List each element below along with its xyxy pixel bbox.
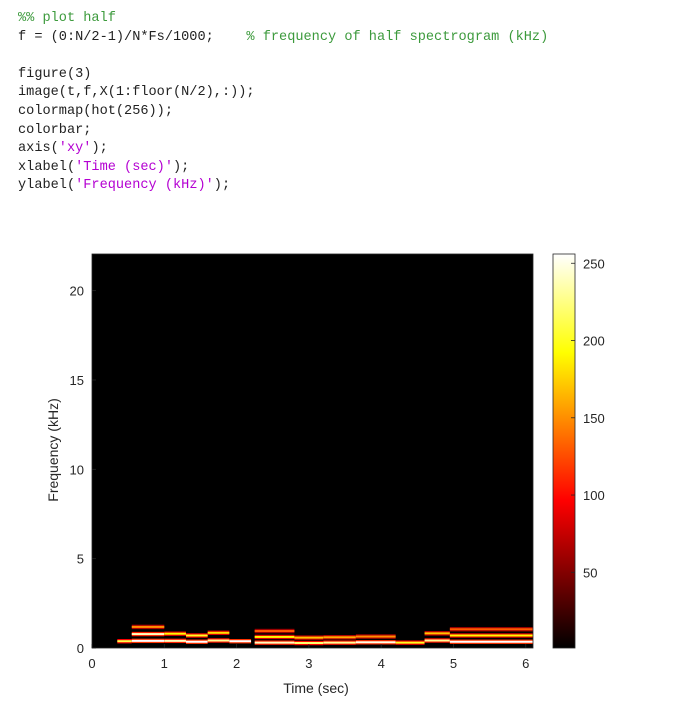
plot-frame <box>91 253 534 649</box>
spectrogram-band <box>294 641 324 644</box>
x-tick-label: 2 <box>233 656 240 671</box>
spectrogram-band <box>424 639 450 642</box>
y-tick-label: 5 <box>77 552 84 567</box>
x-tick-label: 5 <box>450 656 457 671</box>
code-token: 'Frequency (kHz)' <box>75 178 214 194</box>
code-block: %% plot half f = (0:N/2-1)/N*Fs/1000; % f… <box>18 10 548 196</box>
code-line: image(t,f,X(1:floor(N/2),:)); <box>18 84 548 103</box>
code-line: f = (0:N/2-1)/N*Fs/1000; % frequency of … <box>18 29 548 48</box>
x-axis: 0 1 2 3 4 5 6 <box>88 644 529 671</box>
code-line: xlabel('Time (sec)'); <box>18 159 548 178</box>
spectrogram-band <box>449 628 533 631</box>
code-token: axis( <box>18 141 59 157</box>
code-token: ); <box>173 159 190 175</box>
code-line: colorbar; <box>18 122 548 141</box>
y-axis-label: Frequency (kHz) <box>45 398 61 501</box>
colorbar-tick-label: 50 <box>583 565 597 580</box>
code-token: ); <box>91 141 108 157</box>
spectrogram-band <box>254 641 295 644</box>
spectrogram-band <box>131 625 165 628</box>
spectrogram-band <box>254 635 295 638</box>
spectrogram-band <box>294 636 324 639</box>
code-token: % frequency of half spectrogram (kHz) <box>246 29 549 45</box>
spectrogram-band <box>424 632 450 635</box>
x-tick-label: 3 <box>305 656 312 671</box>
colorbar-tick-label: 200 <box>583 334 605 349</box>
code-line: %% plot half <box>18 10 548 29</box>
x-tick-label: 4 <box>378 656 385 671</box>
spectrogram-band <box>131 633 165 636</box>
code-token: xlabel( <box>18 159 76 175</box>
colorbar: 50 100 150 200 250 <box>552 253 605 649</box>
code-token: colorbar; <box>18 122 92 138</box>
code-token: %% plot half <box>18 11 116 26</box>
code-token: 'Time (sec)' <box>75 159 174 175</box>
y-tick-label: 0 <box>77 641 84 656</box>
spectrogram-background <box>92 254 533 648</box>
colorbar-gradient <box>552 253 576 649</box>
colorbar-tick-label: 150 <box>583 411 605 426</box>
code-line: figure(3) <box>18 66 548 85</box>
code-line: colormap(hot(256)); <box>18 103 548 122</box>
code-line: ylabel('Frequency (kHz)'); <box>18 177 548 196</box>
spectrogram-band <box>131 639 165 642</box>
spectrogram-band <box>254 630 295 633</box>
code-token: ylabel( <box>18 178 76 194</box>
x-tick-label: 6 <box>522 656 529 671</box>
spectrogram-band <box>355 635 396 638</box>
code-token: image(t,f,X(1:floor(N/2),:)); <box>18 85 255 101</box>
spectrogram-band <box>229 640 252 643</box>
spectrogram-band <box>355 641 396 644</box>
y-tick-label: 20 <box>70 284 84 299</box>
y-axis: 0 5 10 15 20 <box>70 284 96 656</box>
spectrogram-band <box>117 640 132 643</box>
colorbar-tick-label: 100 <box>583 488 605 503</box>
spectrogram-band <box>185 640 208 643</box>
spectrogram-band <box>164 639 186 642</box>
spectrogram-band <box>323 636 356 639</box>
code-line: axis('xy'); <box>18 140 548 159</box>
spectrogram-band <box>449 640 533 643</box>
code-token: colormap(hot(256)); <box>18 103 173 119</box>
y-tick-label: 15 <box>70 373 84 388</box>
code-token: f = (0:N/2-1)/N*Fs/1000; <box>18 29 247 45</box>
x-tick-label: 1 <box>161 656 168 671</box>
spectrogram-band <box>185 634 208 637</box>
code-token: ); <box>213 178 231 194</box>
y-tick-label: 10 <box>70 462 84 477</box>
spectrogram-band <box>449 634 533 637</box>
code-token: 'xy' <box>58 141 92 157</box>
spectrogram-band <box>207 631 230 634</box>
spectrogram-band <box>164 632 186 635</box>
spectrogram-band <box>395 641 425 644</box>
colorbar-tick-label: 250 <box>583 256 605 271</box>
x-axis-label: Time (sec) <box>283 680 349 696</box>
spectrogram-band <box>207 639 230 642</box>
x-tick-label: 0 <box>88 656 95 671</box>
plot-area <box>91 253 534 649</box>
spectrogram-band <box>323 641 356 644</box>
code-token: figure(3) <box>18 66 92 82</box>
